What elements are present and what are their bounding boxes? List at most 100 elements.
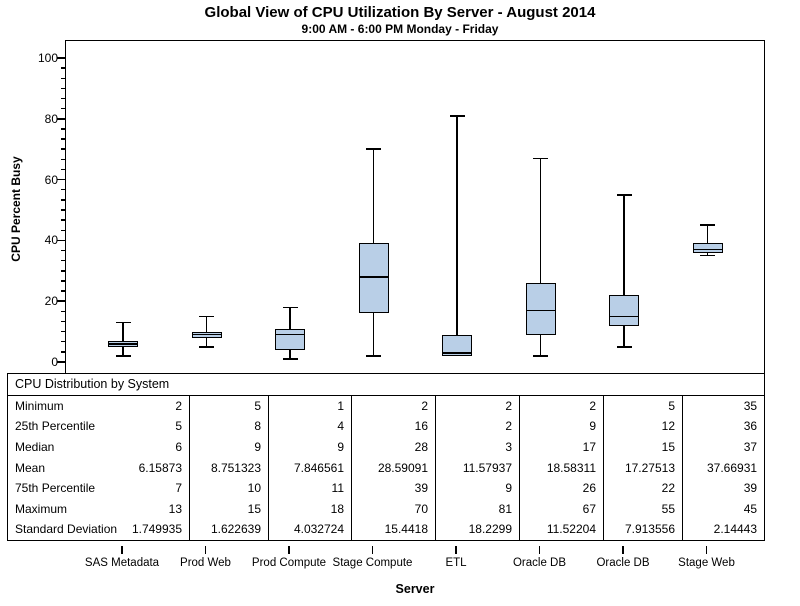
y-minor-tick bbox=[61, 320, 66, 323]
lower-whisker bbox=[122, 346, 124, 356]
table-row: 75th Percentile 7 10 11 39 9 26 22 39 bbox=[8, 477, 765, 499]
lower-whisker-cap bbox=[533, 355, 548, 357]
stat-value: 5 bbox=[603, 395, 683, 417]
stat-label: Maximum bbox=[15, 501, 68, 516]
stat-value: 37.66931 bbox=[681, 457, 765, 478]
lower-whisker-cap bbox=[199, 346, 214, 348]
y-minor-tick bbox=[61, 67, 66, 69]
stat-value: 10 bbox=[189, 477, 269, 499]
box bbox=[525, 282, 556, 335]
upper-whisker bbox=[456, 115, 458, 335]
y-minor-tick bbox=[61, 259, 66, 262]
y-minor-tick bbox=[61, 310, 66, 313]
stat-value: 11 bbox=[268, 477, 352, 499]
stat-value: 8 bbox=[189, 416, 269, 437]
upper-whisker bbox=[372, 149, 375, 244]
stat-value: 28 bbox=[351, 436, 436, 458]
lower-whisker bbox=[706, 252, 709, 256]
stat-value: 9 bbox=[189, 436, 269, 458]
stat-value: 9 bbox=[435, 477, 520, 499]
stat-value: 17.27513 bbox=[603, 457, 683, 478]
median-line bbox=[108, 343, 138, 345]
lower-whisker bbox=[539, 334, 542, 356]
stat-value: 2 bbox=[519, 395, 604, 417]
x-tick bbox=[204, 546, 207, 554]
x-category-label: ETL bbox=[445, 557, 467, 569]
stat-label: 25th Percentile bbox=[15, 419, 96, 434]
stat-value: 12 bbox=[603, 416, 683, 437]
lower-whisker-cap bbox=[366, 355, 381, 357]
stat-value: 7 bbox=[175, 481, 182, 496]
lower-whisker-cap bbox=[115, 355, 131, 357]
median-line bbox=[525, 309, 556, 312]
y-minor-tick bbox=[61, 270, 66, 272]
y-minor-tick bbox=[61, 97, 66, 100]
y-minor-tick bbox=[61, 249, 66, 252]
stat-value: 1 bbox=[268, 395, 352, 417]
x-category-label: Prod Compute bbox=[251, 557, 327, 569]
upper-whisker-cap bbox=[366, 148, 381, 150]
x-tick bbox=[705, 546, 708, 554]
lower-whisker bbox=[289, 349, 291, 359]
stat-value: 39 bbox=[351, 477, 436, 499]
chart-title: Global View of CPU Utilization By Server… bbox=[204, 4, 596, 21]
upper-whisker-cap bbox=[199, 315, 214, 318]
box bbox=[358, 243, 389, 314]
y-major-tick bbox=[57, 118, 66, 120]
x-category-label: Stage Web bbox=[678, 557, 735, 569]
stat-value: 7.913556 bbox=[603, 519, 683, 541]
chart-subtitle: 9:00 AM - 6:00 PM Monday - Friday bbox=[301, 22, 499, 36]
stat-value: 36 bbox=[681, 416, 765, 437]
stat-value: 6.15873 bbox=[138, 460, 182, 475]
x-category-label: Stage Compute bbox=[332, 557, 413, 569]
y-minor-tick bbox=[61, 199, 66, 201]
y-minor-tick bbox=[61, 229, 66, 232]
stat-value: 4 bbox=[268, 416, 352, 437]
box bbox=[609, 295, 639, 326]
y-minor-tick bbox=[61, 290, 66, 292]
lower-whisker-cap bbox=[700, 254, 715, 257]
stat-value: 13 bbox=[168, 501, 182, 516]
stat-label: 75th Percentile bbox=[15, 481, 96, 496]
stat-value: 18 bbox=[268, 498, 352, 520]
stat-value: 1.749935 bbox=[131, 522, 182, 537]
y-minor-tick bbox=[61, 330, 66, 333]
upper-whisker-cap bbox=[115, 321, 131, 324]
plot-area: 0 20 40 60 80 100 bbox=[38, 40, 765, 374]
stat-value: 28.59091 bbox=[351, 457, 436, 478]
y-minor-tick bbox=[61, 219, 66, 221]
upper-whisker bbox=[122, 322, 124, 341]
stat-value: 35 bbox=[681, 395, 765, 417]
stat-value: 37 bbox=[681, 436, 765, 458]
upper-whisker bbox=[289, 307, 291, 329]
y-tick-label: 80 bbox=[44, 111, 58, 126]
y-minor-tick bbox=[61, 168, 66, 171]
stat-value: 26 bbox=[519, 477, 604, 499]
x-category-label: SAS Metadata bbox=[84, 557, 160, 569]
stat-value: 3 bbox=[435, 436, 520, 458]
y-minor-tick bbox=[61, 351, 66, 353]
box bbox=[692, 243, 723, 253]
median-line bbox=[442, 352, 472, 354]
upper-whisker bbox=[706, 225, 709, 244]
lower-whisker bbox=[623, 325, 625, 347]
stat-label: Median bbox=[15, 440, 55, 455]
upper-whisker bbox=[205, 316, 208, 332]
y-minor-tick bbox=[61, 209, 66, 211]
stat-value: 2 bbox=[435, 416, 520, 437]
upper-whisker-cap bbox=[282, 306, 298, 309]
x-tick bbox=[622, 546, 624, 554]
stat-value: 81 bbox=[435, 498, 520, 520]
median-line bbox=[609, 315, 639, 318]
stat-value: 55 bbox=[603, 498, 683, 520]
stat-value: 17 bbox=[519, 436, 604, 458]
x-tick bbox=[121, 546, 123, 554]
stat-label: Minimum bbox=[15, 398, 64, 413]
x-tick bbox=[288, 546, 290, 554]
median-line bbox=[358, 276, 389, 278]
stat-value: 1.622639 bbox=[189, 519, 269, 541]
stat-value: 39 bbox=[681, 477, 765, 499]
upper-whisker-cap bbox=[616, 194, 632, 196]
median-line bbox=[275, 333, 305, 336]
